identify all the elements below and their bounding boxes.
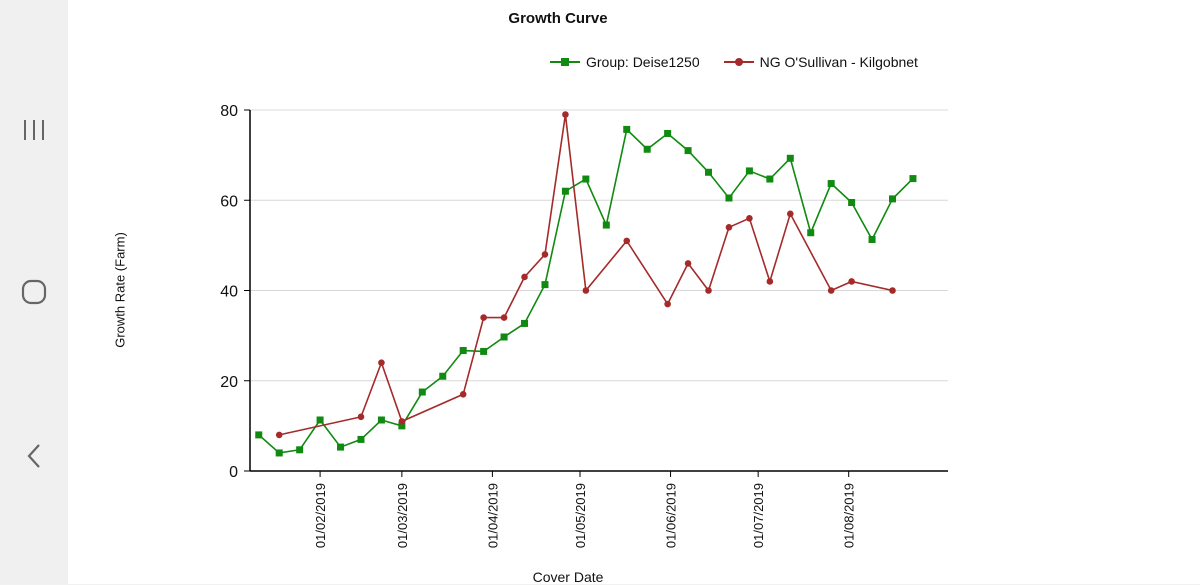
data-point-group bbox=[786, 154, 794, 162]
data-point-farm bbox=[848, 278, 855, 285]
data-point-group bbox=[398, 422, 406, 430]
data-point-group bbox=[357, 435, 365, 443]
legend-label-farm: NG O'Sullivan - Kilgobnet bbox=[759, 54, 918, 70]
data-point-farm bbox=[541, 251, 549, 258]
legend-label-group: Group: Deise1250 bbox=[586, 54, 700, 70]
data-point-group bbox=[582, 175, 590, 183]
data-point-group bbox=[868, 236, 876, 244]
data-point-group bbox=[418, 388, 426, 396]
data-point-farm bbox=[562, 111, 569, 118]
data-point-farm bbox=[725, 224, 733, 231]
x-tick-label: 01/04/2019 bbox=[485, 483, 500, 548]
data-point-farm bbox=[500, 314, 508, 321]
data-point-farm bbox=[275, 431, 283, 439]
data-point-group bbox=[848, 199, 856, 207]
legend: Group: Deise1250 NG O'Sullivan - Kilgobn… bbox=[550, 54, 918, 70]
data-point-farm bbox=[623, 237, 631, 245]
data-point-group bbox=[541, 281, 549, 289]
data-point-group bbox=[705, 168, 713, 176]
data-point-farm bbox=[398, 418, 406, 425]
data-point-farm bbox=[766, 278, 774, 285]
x-tick-label: 01/03/2019 bbox=[395, 483, 410, 548]
y-tick-label: 80 bbox=[220, 103, 238, 120]
data-point-farm bbox=[480, 314, 487, 321]
x-tick-label: 01/02/2019 bbox=[313, 483, 328, 548]
data-point-group bbox=[255, 431, 263, 439]
data-point-group bbox=[909, 175, 917, 183]
data-point-farm bbox=[827, 287, 835, 294]
data-point-farm bbox=[582, 287, 590, 294]
data-point-group bbox=[602, 221, 610, 229]
legend-swatch-group bbox=[550, 58, 580, 66]
x-tick-label: 01/08/2019 bbox=[842, 483, 857, 548]
data-point-farm bbox=[746, 215, 753, 222]
y-tick-label: 60 bbox=[220, 193, 238, 210]
data-point-group bbox=[561, 187, 569, 195]
data-point-group bbox=[889, 195, 897, 203]
data-point-group bbox=[296, 446, 304, 454]
data-point-group bbox=[827, 180, 835, 188]
y-tick-label: 0 bbox=[229, 464, 238, 481]
data-point-group bbox=[439, 372, 447, 380]
data-point-group bbox=[725, 194, 733, 202]
data-point-group bbox=[275, 449, 283, 457]
data-point-farm bbox=[889, 287, 896, 294]
back-icon bbox=[24, 443, 44, 469]
data-point-farm bbox=[786, 210, 794, 218]
data-point-group bbox=[643, 145, 651, 153]
data-point-group bbox=[316, 416, 324, 424]
data-point-farm bbox=[664, 300, 671, 308]
series-line-1 bbox=[279, 114, 893, 436]
chart-title: Growth Curve bbox=[508, 10, 608, 27]
data-point-farm bbox=[357, 413, 365, 421]
chart-panel: Growth Curve Group: Deise1250 NG O'Sulli… bbox=[68, 0, 1200, 585]
data-point-group bbox=[521, 319, 529, 327]
data-point-farm bbox=[459, 390, 467, 398]
x-tick-label: 01/06/2019 bbox=[664, 483, 679, 548]
data-point-group bbox=[337, 443, 345, 451]
home-icon bbox=[21, 279, 47, 305]
data-point-group bbox=[684, 147, 692, 155]
navigation-bar bbox=[0, 0, 68, 584]
x-tick-label: 01/07/2019 bbox=[751, 483, 766, 548]
data-point-group bbox=[807, 229, 815, 237]
data-point-group bbox=[377, 416, 385, 424]
data-point-group bbox=[623, 125, 631, 133]
data-point-group bbox=[766, 175, 774, 183]
data-point-group bbox=[459, 347, 467, 355]
data-point-group bbox=[500, 333, 508, 341]
y-tick-label: 40 bbox=[220, 284, 238, 301]
data-point-farm bbox=[378, 359, 385, 367]
y-tick-label: 20 bbox=[220, 374, 238, 391]
chart-plot: 0 20 40 60 80 01/02/2019 01/03/2019 01/04/2019 0… bbox=[220, 103, 948, 548]
data-point-farm bbox=[684, 260, 692, 267]
back-button[interactable] bbox=[12, 434, 56, 478]
legend-swatch-farm bbox=[723, 58, 754, 66]
data-point-farm bbox=[521, 273, 528, 281]
legend-item-farm: NG O'Sullivan - Kilgobnet bbox=[723, 54, 918, 70]
x-axis-label: Cover Date bbox=[532, 569, 604, 585]
legend-item-group: Group: Deise1250 bbox=[550, 54, 700, 70]
data-point-group bbox=[745, 167, 753, 175]
data-point-group bbox=[480, 347, 488, 355]
home-button[interactable] bbox=[12, 270, 56, 314]
data-point-group bbox=[664, 129, 672, 137]
data-point-farm bbox=[705, 287, 712, 294]
recents-button[interactable] bbox=[12, 108, 56, 152]
recents-icon bbox=[22, 118, 46, 142]
x-tick-label: 01/05/2019 bbox=[573, 483, 588, 548]
